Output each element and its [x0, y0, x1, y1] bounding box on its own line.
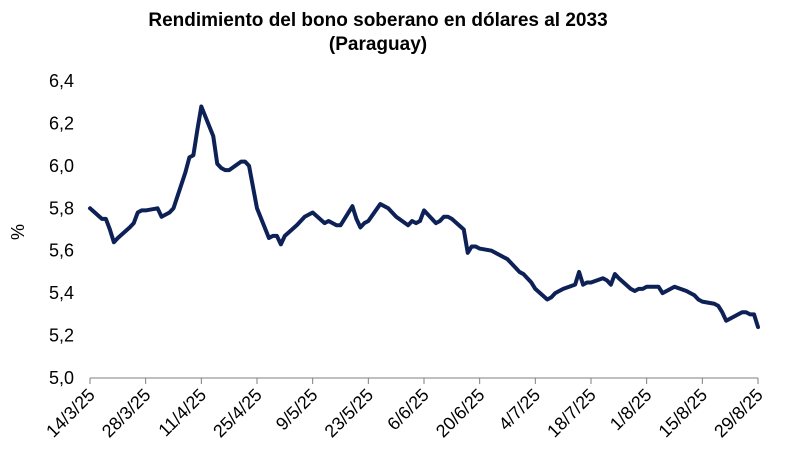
x-tick-label: 9/5/25: [272, 385, 322, 435]
x-tick-label: 18/7/25: [543, 385, 600, 442]
x-tick-label: 29/8/25: [710, 385, 767, 442]
y-tick-label: 5,0: [49, 368, 74, 388]
y-tick-label: 6,0: [49, 156, 74, 176]
x-tick-label: 15/8/25: [655, 385, 712, 442]
y-tick-label: 6,2: [49, 113, 74, 133]
x-tick-label: 1/8/25: [606, 385, 656, 435]
y-tick-label: 5,8: [49, 198, 74, 218]
y-tick-label: 5,6: [49, 241, 74, 261]
y-tick-label: 5,4: [49, 283, 74, 303]
y-axis-label: %: [8, 224, 28, 240]
x-tick-label: 28/3/25: [98, 385, 155, 442]
y-axis-ticks: 6,4 6,2 6,0 5,8 5,6 5,4 5,2 5,0: [49, 71, 74, 388]
series-line: [88, 104, 760, 330]
x-tick-label: 25/4/25: [209, 385, 266, 442]
y-tick-label: 6,4: [49, 71, 74, 91]
x-axis-ticks: 14/3/25 28/3/25 11/4/25 25/4/25 9/5/25 23/5/2…: [42, 385, 767, 442]
x-tick-label: 14/3/25: [42, 385, 99, 442]
x-tick-label: 20/6/25: [432, 385, 489, 442]
y-tick-label: 5,2: [49, 326, 74, 346]
x-tick-label: 6/6/25: [383, 385, 433, 435]
x-axis-tick-marks: [89, 378, 759, 384]
chart-subtitle: (Paraguay): [329, 34, 427, 55]
chart-title: Rendimiento del bono soberano en dólares…: [148, 10, 607, 31]
x-tick-label: 4/7/25: [495, 385, 545, 435]
x-tick-label: 11/4/25: [154, 385, 210, 441]
x-tick-label: 23/5/25: [321, 385, 378, 442]
